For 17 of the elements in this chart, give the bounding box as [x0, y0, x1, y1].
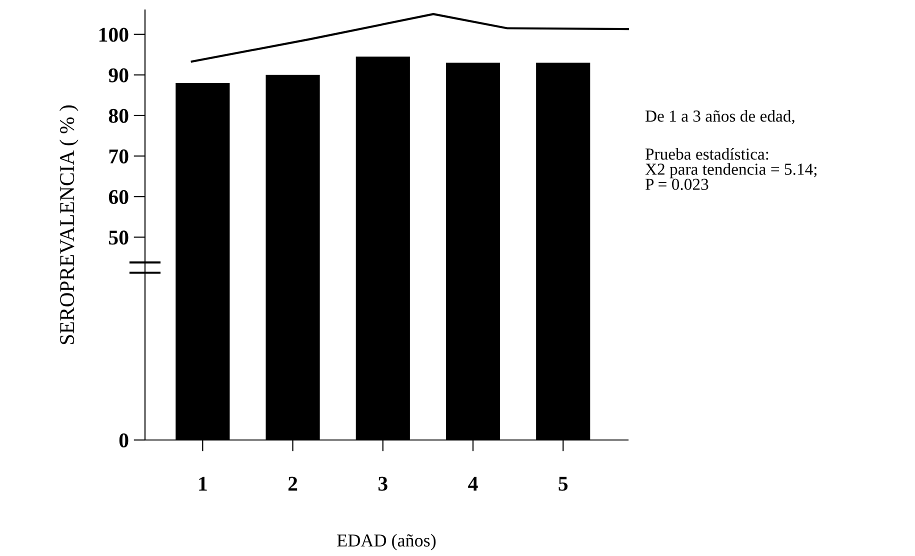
x-tick-label: 1	[199, 476, 207, 491]
y-tick-label: 90	[108, 68, 128, 82]
text: De 1 a 3 años de edad,	[645, 110, 794, 124]
y-tick-label: 70	[109, 149, 128, 164]
y-tick-label: 60	[108, 190, 128, 204]
text: Prueba estadística: X2 para tendencia = 5.14; P = 0.023	[645, 148, 816, 190]
y-tick-label: 0	[119, 433, 128, 448]
y-tick-label: 80	[108, 108, 128, 123]
x-tick-label: 3	[378, 476, 388, 491]
line-series	[190, 13, 630, 63]
y-tick-label: 50	[109, 230, 128, 245]
x-axis-title: EDAD (años)	[337, 534, 436, 550]
y-axis-title: SEROPREVALENCIA ( % )	[59, 105, 78, 344]
y-tick-label: 100	[99, 28, 128, 42]
x-tick-label: 5	[558, 476, 568, 491]
x-tick-label: 2	[288, 476, 298, 491]
x-tick-label: 4	[468, 476, 478, 491]
